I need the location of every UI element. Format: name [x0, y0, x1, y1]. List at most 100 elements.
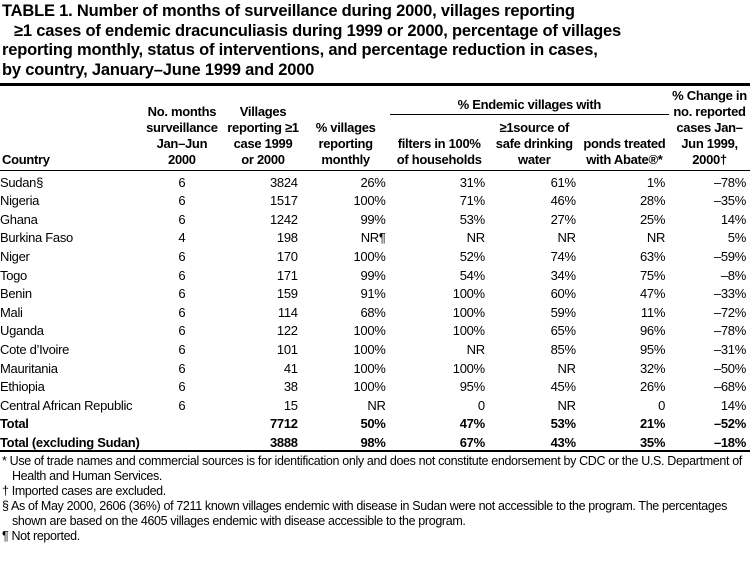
value-cell: 6 — [178, 379, 186, 395]
footnote: * Use of trade names and commercial sour… — [2, 453, 742, 483]
value-cell: 41 — [283, 360, 298, 376]
value-cell: 100% — [452, 323, 485, 339]
country-cell: Sudan§ — [0, 174, 44, 190]
value-cell: –59% — [713, 248, 746, 264]
country-cell: Cote d’Ivoire — [0, 341, 70, 357]
country-cell: Total — [0, 416, 29, 432]
country-cell: Benin — [0, 286, 32, 302]
country-cell: Togo — [0, 267, 27, 283]
country-cell: Total (excluding Sudan) — [0, 431, 140, 452]
value-cell: 61% — [550, 174, 576, 190]
value-cell: 5% — [727, 230, 747, 246]
value-cell: 6 — [178, 248, 186, 264]
table-row: Total (excluding Sudan) 3888 98% 67% 43% 35% –… — [0, 431, 750, 452]
value-cell: –50% — [713, 360, 746, 376]
value-cell: 38 — [283, 379, 298, 395]
value-cell: 74% — [550, 248, 576, 264]
value-cell: 14% — [720, 397, 746, 413]
value-cell: NR — [466, 341, 485, 357]
value-cell: NR — [557, 397, 576, 413]
table-row: Central African Republic 6 15 NR 0 NR 0 14% — [0, 394, 750, 413]
value-cell: 99% — [360, 267, 386, 283]
value-cell: –72% — [713, 304, 746, 320]
title-line: reporting monthly, status of interventio… — [2, 41, 598, 59]
value-cell: 11% — [640, 304, 666, 320]
value-cell: 47% — [459, 416, 485, 432]
table-row: Nigeria 6 1517 100% 71% 46% 28% –35% — [0, 190, 750, 209]
value-cell: –52% — [713, 416, 746, 432]
value-cell: 1517 — [269, 193, 298, 209]
title-line: TABLE 1. Number of months of surveillanc… — [2, 2, 575, 20]
value-cell: 53% — [459, 211, 485, 227]
value-cell: 6 — [178, 341, 186, 357]
value-cell: 100% — [353, 248, 386, 264]
value-cell: 59% — [550, 304, 576, 320]
table-row: Mali 6 114 68% 100% 59% 11% –72% — [0, 301, 750, 320]
value-cell: NR — [646, 230, 666, 246]
value-cell: 6 — [178, 397, 186, 413]
value-cell: 6 — [178, 211, 186, 227]
header-row: filters in 100% of households ≥1source of… — [0, 114, 750, 172]
value-cell: 95% — [639, 341, 666, 357]
data-table: Country No. months surveillance Jan–Jun 2… — [0, 86, 750, 452]
column-header: ponds treated with Abate®* — [579, 114, 670, 172]
value-cell: 91% — [360, 286, 386, 302]
table-row: Total 7712 50% 47% 53% 21% –52% — [0, 413, 750, 432]
value-cell: 26% — [360, 174, 386, 190]
country-cell: Ethiopia — [0, 379, 45, 395]
value-cell: 198 — [276, 230, 298, 246]
value-cell: 99% — [360, 211, 386, 227]
table-row: Mauritania 6 41 100% 100% NR 32% –50% — [0, 357, 750, 376]
value-cell: 6 — [178, 323, 186, 339]
value-cell: 100% — [353, 193, 386, 209]
column-header: filters in 100% of households — [389, 114, 489, 172]
value-cell: NR — [557, 360, 576, 376]
value-cell: –18% — [669, 431, 750, 452]
value-cell: 3824 — [269, 174, 298, 190]
value-cell: 98% — [301, 431, 390, 452]
column-header: Villages reporting ≥1 case 1999 or 2000 — [224, 86, 302, 171]
value-cell: 46% — [550, 193, 576, 209]
value-cell: –68% — [713, 379, 746, 395]
value-cell: 31% — [459, 174, 485, 190]
footnote: § As of May 2000, 2606 (36%) of 7211 kno… — [2, 498, 727, 528]
value-cell: 85% — [550, 341, 576, 357]
value-cell: 100% — [353, 379, 386, 395]
title: TABLE 1. Number of months of surveillanc… — [0, 0, 750, 86]
value-cell: 6 — [178, 304, 186, 320]
value-cell: 21% — [639, 416, 666, 432]
country-cell: Central African Republic — [0, 397, 133, 413]
value-cell: 101 — [276, 341, 298, 357]
value-cell: 15 — [283, 397, 298, 413]
table-row: Sudan§ 6 3824 26% 31% 61% 1% –78% — [0, 171, 750, 190]
table-row: Togo 6 171 99% 54% 34% 75% –8% — [0, 264, 750, 283]
country-cell: Niger — [0, 248, 30, 264]
value-cell: 122 — [276, 323, 298, 339]
value-cell: 100% — [353, 323, 386, 339]
header-row: Country No. months surveillance Jan–Jun 2… — [0, 86, 750, 171]
value-cell: 100% — [353, 341, 386, 357]
value-cell: 100% — [452, 304, 485, 320]
table-row: Cote d’Ivoire 6 101 100% NR 85% 95% –31% — [0, 338, 750, 357]
value-cell: –31% — [713, 341, 746, 357]
value-cell: 171 — [276, 267, 298, 283]
table-row: Ghana 6 1242 99% 53% 27% 25% 14% — [0, 208, 750, 227]
value-cell: 3888 — [224, 431, 302, 452]
value-cell: 96% — [639, 323, 666, 339]
column-header: No. months surveillance Jan–Jun 2000 — [139, 86, 225, 171]
value-cell: 1% — [646, 174, 666, 190]
value-cell: 6 — [178, 174, 186, 190]
value-cell: 0 — [658, 397, 666, 413]
group-header: % Endemic villages with — [389, 86, 670, 115]
value-cell: 47% — [639, 286, 666, 302]
column-header: ≥1source of safe drinking water — [488, 114, 580, 172]
value-cell: 53% — [550, 416, 576, 432]
value-cell: 100% — [353, 360, 386, 376]
title-line: ≥1 cases of endemic dracunculiasis durin… — [14, 21, 621, 40]
value-cell: 68% — [360, 304, 386, 320]
value-cell: 43% — [488, 431, 580, 452]
table-row: Benin 6 159 91% 100% 60% 47% –33% — [0, 283, 750, 302]
value-cell: 65% — [550, 323, 576, 339]
value-cell: –78% — [713, 174, 746, 190]
